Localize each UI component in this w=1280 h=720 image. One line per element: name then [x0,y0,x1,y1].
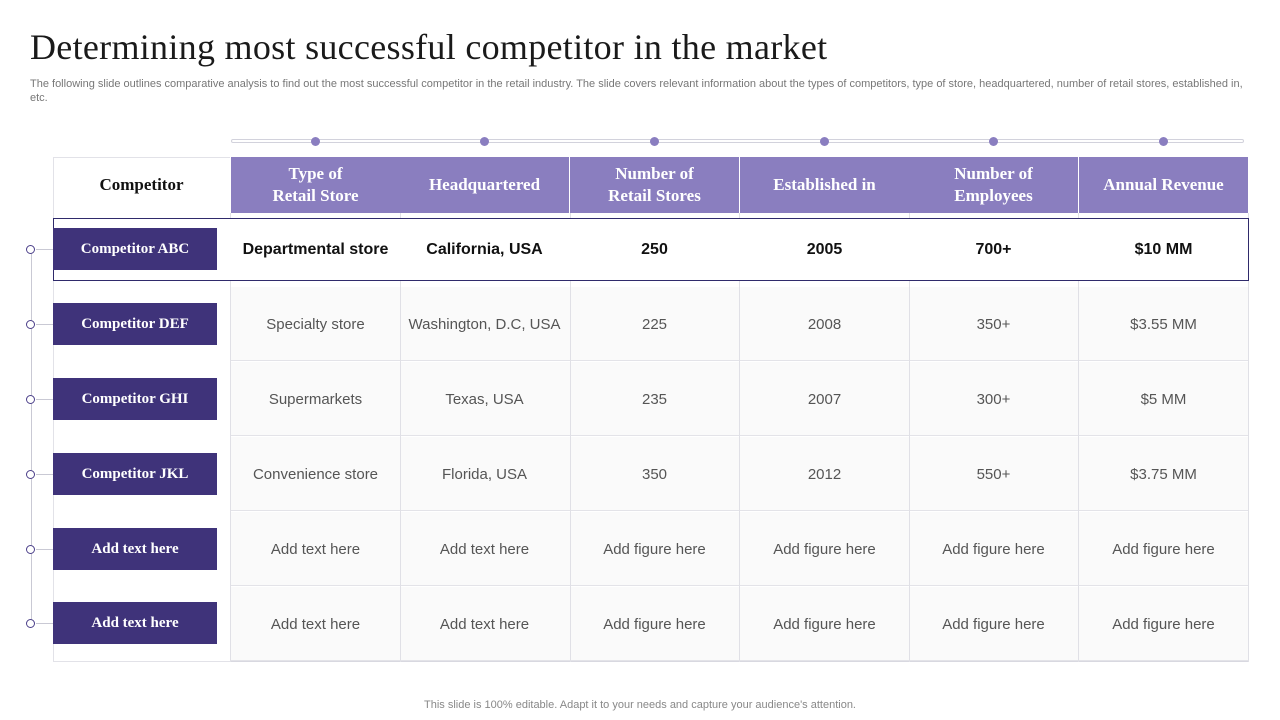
table-cell: 2008 [807,315,842,333]
table-cell: Specialty store [266,315,365,333]
top-rail [231,139,1244,143]
table-cell: Add figure here [942,540,1045,558]
rail-dot [650,137,659,146]
table-cell: Add figure here [942,615,1045,633]
table-cell: Texas, USA [445,390,524,408]
column-divider [570,213,571,662]
table-cell: Supermarkets [268,390,363,408]
table-cell: $5 MM [1140,390,1187,408]
timeline-tick [36,549,53,550]
timeline-dot [26,619,35,628]
table-cell: 350 [641,465,668,483]
rail-dot [989,137,998,146]
timeline-tick [36,249,53,250]
table-cell: Add figure here [773,540,876,558]
table-cell: $3.55 MM [1130,315,1197,333]
timeline-tick [36,399,53,400]
competitor-label: Competitor ABC [53,228,217,270]
column-divider [1248,213,1249,662]
column-divider [909,213,910,662]
timeline-dot [26,470,35,479]
timeline-dot [26,320,35,329]
competitor-header: Competitor [99,175,184,194]
table-cell: Departmental store [242,240,389,258]
timeline-tick [36,474,53,475]
table-cell: 300+ [976,390,1011,408]
table-cell: 235 [641,390,668,408]
competitor-label: Add text here [53,528,217,570]
rail-dot [311,137,320,146]
column-divider [230,213,231,662]
timeline-tick [36,623,53,624]
table-cell: Add text here [439,540,530,558]
competitor-label: Add text here [53,602,217,644]
rail-dot [480,137,489,146]
table-cell: Washington, D.C, USA [408,315,561,333]
table-cell: Add text here [439,615,530,633]
column-header: Annual Revenue [1079,157,1248,213]
column-header: Number of Retail Stores [570,157,739,213]
competitor-label: Competitor JKL [53,453,217,495]
table-cell: 250 [641,240,668,258]
table-cell: 225 [641,315,668,333]
table-cell: 2007 [807,390,842,408]
competitor-label: Competitor GHI [53,378,217,420]
slide-title: Determining most successful competitor i… [30,27,828,67]
table-cell: Add figure here [1112,540,1215,558]
table-cell: Add figure here [773,615,876,633]
rail-dot [1159,137,1168,146]
column-header: Number of Employees [909,157,1078,213]
table-cell: California, USA [426,240,543,258]
table-cell: Add figure here [603,615,706,633]
rail-dot [820,137,829,146]
column-divider [1078,213,1079,662]
slide-subtitle: The following slide outlines comparative… [30,78,1243,104]
timeline-line [31,248,32,624]
timeline-dot [26,545,35,554]
table-cell: Add figure here [1112,615,1215,633]
column-divider [739,213,740,662]
timeline-tick [36,324,53,325]
column-header: Established in [740,157,909,213]
table-cell: 550+ [976,465,1011,483]
highlighted-row [53,218,1249,281]
column-divider [400,213,401,662]
table-cell: 350+ [976,315,1011,333]
timeline-dot [26,395,35,404]
table-cell: 700+ [975,240,1012,258]
column-header: Headquartered [400,157,569,213]
slide-footer: This slide is 100% editable. Adapt it to… [424,699,856,711]
table-cell: Add text here [270,540,361,558]
table-cell: Add figure here [603,540,706,558]
table-cell: Convenience store [252,465,379,483]
column-header: Type of Retail Store [231,157,400,213]
table-cell: 2012 [807,465,842,483]
table-cell: $10 MM [1134,240,1193,258]
timeline-dot [26,245,35,254]
table-cell: $3.75 MM [1130,465,1197,483]
table-cell: Add text here [270,615,361,633]
competitor-label: Competitor DEF [53,303,217,345]
table-cell: 2005 [806,240,843,258]
table-cell: Florida, USA [441,465,528,483]
